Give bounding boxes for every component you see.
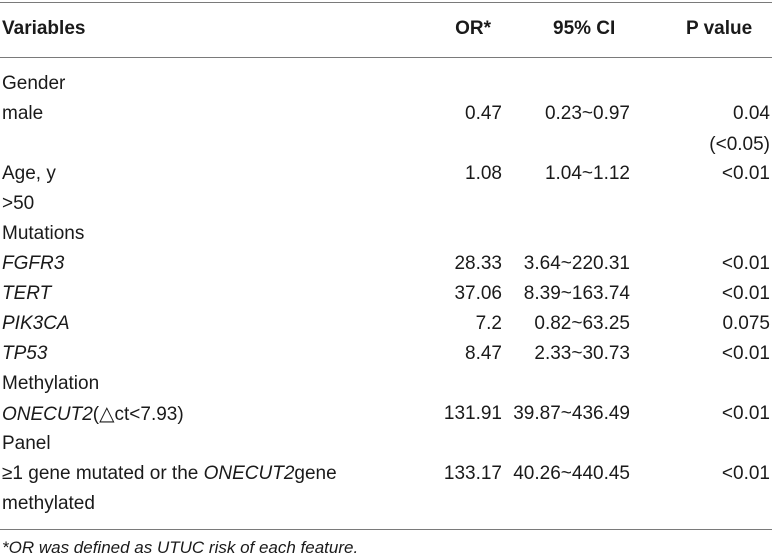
row-tp53-ci: 2.33~30.73 [534,343,630,364]
onecut2-open-paren: ( [92,404,100,425]
row-panel-ci: 40.26~440.45 [513,463,630,484]
row-onecut2-ci: 39.87~436.49 [513,403,630,424]
table-top-rule [0,2,772,3]
row-age-gt50-label: >50 [2,193,35,214]
header-p-value: P value [686,18,753,39]
onecut2-threshold: ct<7.93) [114,404,184,425]
table-bottom-rule [0,529,772,530]
row-male-p-note: (<0.05) [709,134,770,155]
row-pik3ca-ci: 0.82~63.25 [534,313,630,334]
row-tert-label: TERT [2,283,52,304]
row-tert-or: 37.06 [454,283,502,304]
row-onecut2-label: ONECUT2(△ct<7.93) [2,402,184,427]
row-age-label: Age, y [2,163,56,184]
panel-desc-suffix: gene [294,463,337,484]
row-tp53-p: <0.01 [721,343,770,364]
table-footnote: *OR was defined as UTUC risk of each fea… [2,538,359,557]
row-male-or: 0.47 [465,103,502,124]
row-panel-desc-line2: methylated [2,493,95,514]
delta-triangle-icon: △ [99,403,115,425]
header-bottom-rule [0,57,772,58]
row-age-or: 1.08 [465,163,502,184]
row-fgfr3-ci: 3.64~220.31 [523,253,630,274]
row-fgfr3-p: <0.01 [721,253,770,274]
row-fgfr3-label: FGFR3 [2,253,65,274]
row-tert-ci: 8.39~163.74 [523,283,630,304]
panel-desc-prefix: ≥1 gene mutated or the [2,463,204,484]
panel-desc-gene: ONECUT2 [203,463,295,484]
row-mutations-label: Mutations [2,223,85,244]
row-pik3ca-p: 0.075 [722,313,770,334]
row-panel-desc-line1: ≥1 gene mutated or the ONECUT2gene [2,462,337,486]
row-panel-p: <0.01 [721,463,770,484]
row-onecut2-or: 131.91 [443,403,502,424]
row-panel-or: 133.17 [443,463,502,484]
row-male-p: 0.04 [733,103,770,124]
row-fgfr3-or: 28.33 [454,253,502,274]
row-tp53-label: TP53 [2,343,48,364]
row-male-ci: 0.23~0.97 [544,103,630,124]
row-methylation-label: Methylation [2,373,100,394]
row-gender-label: Gender [2,73,66,94]
row-age-ci: 1.04~1.12 [544,163,630,184]
row-tp53-or: 8.47 [465,343,502,364]
row-pik3ca-label: PIK3CA [2,313,70,334]
header-or: OR* [455,18,491,39]
row-panel-label: Panel [2,433,51,454]
header-ci: 95% CI [553,18,616,39]
onecut2-gene-name: ONECUT2 [2,404,93,425]
header-variables: Variables [2,18,86,39]
row-male-label: male [2,103,44,124]
row-onecut2-p: <0.01 [721,403,770,424]
row-age-p: <0.01 [721,163,770,184]
row-pik3ca-or: 7.2 [475,313,502,334]
row-tert-p: <0.01 [721,283,770,304]
